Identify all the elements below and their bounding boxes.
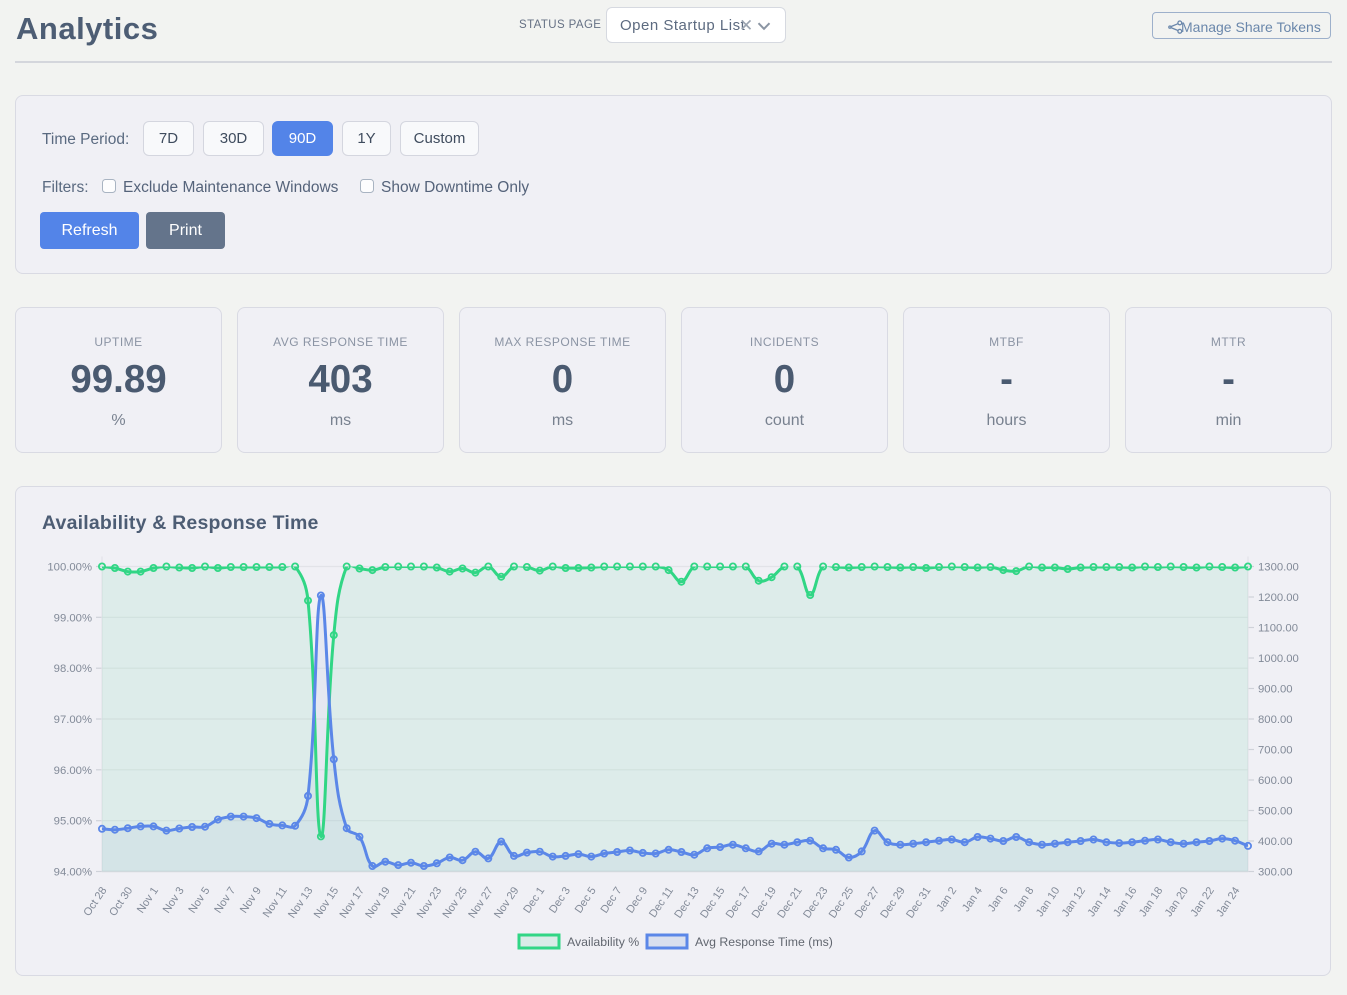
svg-text:1300.00: 1300.00 — [1258, 562, 1299, 574]
svg-text:1000.00: 1000.00 — [1258, 653, 1299, 665]
svg-text:96.00%: 96.00% — [54, 765, 92, 777]
svg-text:Dec 17: Dec 17 — [724, 885, 753, 921]
svg-text:Dec 13: Dec 13 — [672, 885, 701, 921]
svg-text:800.00: 800.00 — [1258, 714, 1293, 726]
svg-text:Nov 3: Nov 3 — [161, 885, 187, 916]
svg-text:Oct 30: Oct 30 — [107, 885, 135, 919]
svg-text:Jan 4: Jan 4 — [960, 885, 985, 914]
svg-text:Dec 5: Dec 5 — [573, 885, 599, 916]
svg-text:Nov 1: Nov 1 — [135, 885, 161, 916]
svg-text:Availability %: Availability % — [567, 935, 639, 949]
svg-text:Jan 16: Jan 16 — [1111, 885, 1139, 919]
svg-text:Nov 7: Nov 7 — [212, 885, 238, 916]
svg-text:Oct 28: Oct 28 — [81, 885, 109, 919]
svg-text:900.00: 900.00 — [1258, 684, 1293, 696]
svg-text:95.00%: 95.00% — [54, 816, 92, 828]
svg-text:Dec 7: Dec 7 — [599, 885, 625, 916]
svg-text:Dec 15: Dec 15 — [698, 885, 727, 921]
svg-text:Nov 11: Nov 11 — [261, 885, 290, 920]
svg-text:300.00: 300.00 — [1258, 867, 1293, 879]
svg-text:500.00: 500.00 — [1258, 806, 1293, 818]
svg-text:Nov 21: Nov 21 — [389, 885, 418, 921]
svg-text:1200.00: 1200.00 — [1258, 592, 1299, 604]
svg-text:Jan 20: Jan 20 — [1163, 885, 1191, 919]
svg-text:Dec 29: Dec 29 — [878, 885, 907, 921]
svg-text:600.00: 600.00 — [1258, 775, 1293, 787]
svg-text:Dec 21: Dec 21 — [775, 885, 804, 921]
svg-text:1100.00: 1100.00 — [1258, 623, 1298, 635]
svg-text:Nov 15: Nov 15 — [312, 885, 341, 921]
svg-text:Dec 3: Dec 3 — [547, 885, 573, 916]
svg-text:Nov 17: Nov 17 — [338, 885, 367, 921]
svg-text:Dec 19: Dec 19 — [750, 885, 779, 921]
svg-text:98.00%: 98.00% — [54, 663, 92, 675]
svg-text:99.00%: 99.00% — [54, 612, 92, 624]
svg-text:Jan 22: Jan 22 — [1188, 885, 1216, 919]
svg-text:400.00: 400.00 — [1258, 836, 1293, 848]
svg-text:97.00%: 97.00% — [54, 714, 92, 726]
svg-text:Nov 25: Nov 25 — [441, 885, 470, 921]
svg-text:Jan 8: Jan 8 — [1012, 885, 1037, 914]
svg-text:Nov 5: Nov 5 — [186, 885, 212, 916]
svg-text:Avg Response Time (ms): Avg Response Time (ms) — [695, 935, 833, 949]
svg-text:Nov 29: Nov 29 — [492, 885, 521, 921]
svg-text:Dec 25: Dec 25 — [827, 885, 856, 921]
svg-text:Dec 9: Dec 9 — [624, 885, 650, 916]
svg-text:Nov 23: Nov 23 — [415, 885, 444, 921]
svg-text:Nov 13: Nov 13 — [286, 885, 315, 921]
svg-text:Nov 19: Nov 19 — [363, 885, 392, 921]
svg-text:Jan 2: Jan 2 — [934, 885, 959, 914]
svg-text:Dec 27: Dec 27 — [853, 885, 882, 921]
svg-text:Jan 24: Jan 24 — [1214, 885, 1242, 919]
svg-text:Jan 14: Jan 14 — [1085, 885, 1113, 919]
svg-text:Jan 6: Jan 6 — [986, 885, 1011, 914]
svg-text:100.00%: 100.00% — [47, 562, 92, 574]
svg-text:Dec 11: Dec 11 — [647, 885, 676, 920]
svg-text:Jan 12: Jan 12 — [1060, 885, 1088, 919]
svg-text:Nov 27: Nov 27 — [466, 885, 495, 921]
svg-text:Dec 23: Dec 23 — [801, 885, 830, 921]
svg-text:700.00: 700.00 — [1258, 745, 1293, 757]
svg-text:Jan 18: Jan 18 — [1137, 885, 1165, 919]
svg-text:Dec 1: Dec 1 — [521, 885, 547, 916]
svg-text:94.00%: 94.00% — [54, 867, 92, 879]
svg-text:Dec 31: Dec 31 — [904, 885, 933, 921]
svg-text:Nov 9: Nov 9 — [238, 885, 264, 916]
svg-text:Jan 10: Jan 10 — [1034, 885, 1062, 919]
